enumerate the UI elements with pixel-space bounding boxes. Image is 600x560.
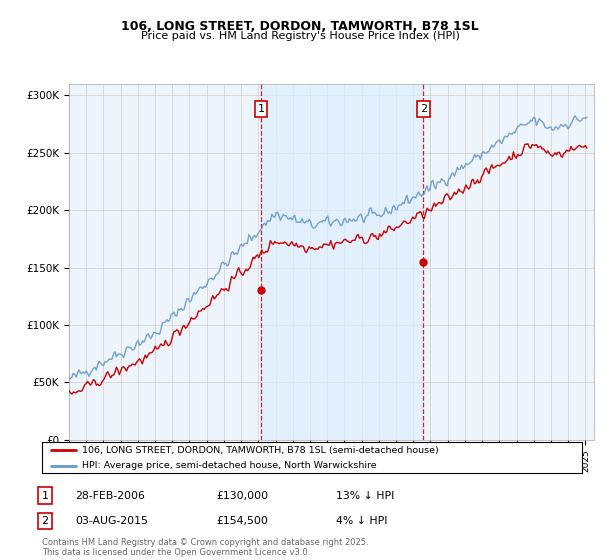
- Text: 106, LONG STREET, DORDON, TAMWORTH, B78 1SL: 106, LONG STREET, DORDON, TAMWORTH, B78 …: [121, 20, 479, 32]
- Text: 4% ↓ HPI: 4% ↓ HPI: [336, 516, 388, 526]
- Text: £154,500: £154,500: [216, 516, 268, 526]
- Text: 1: 1: [257, 104, 265, 114]
- Text: HPI: Average price, semi-detached house, North Warwickshire: HPI: Average price, semi-detached house,…: [83, 461, 377, 470]
- Text: 2: 2: [41, 516, 49, 526]
- Text: 1: 1: [41, 491, 49, 501]
- Text: £130,000: £130,000: [216, 491, 268, 501]
- Text: Price paid vs. HM Land Registry's House Price Index (HPI): Price paid vs. HM Land Registry's House …: [140, 31, 460, 41]
- Bar: [261, 84, 423, 440]
- Text: 28-FEB-2006: 28-FEB-2006: [75, 491, 145, 501]
- Text: 2: 2: [419, 104, 427, 114]
- Text: 106, LONG STREET, DORDON, TAMWORTH, B78 1SL (semi-detached house): 106, LONG STREET, DORDON, TAMWORTH, B78 …: [83, 446, 439, 455]
- Text: Contains HM Land Registry data © Crown copyright and database right 2025.
This d: Contains HM Land Registry data © Crown c…: [42, 538, 368, 557]
- Text: 03-AUG-2015: 03-AUG-2015: [75, 516, 148, 526]
- Text: 13% ↓ HPI: 13% ↓ HPI: [336, 491, 394, 501]
